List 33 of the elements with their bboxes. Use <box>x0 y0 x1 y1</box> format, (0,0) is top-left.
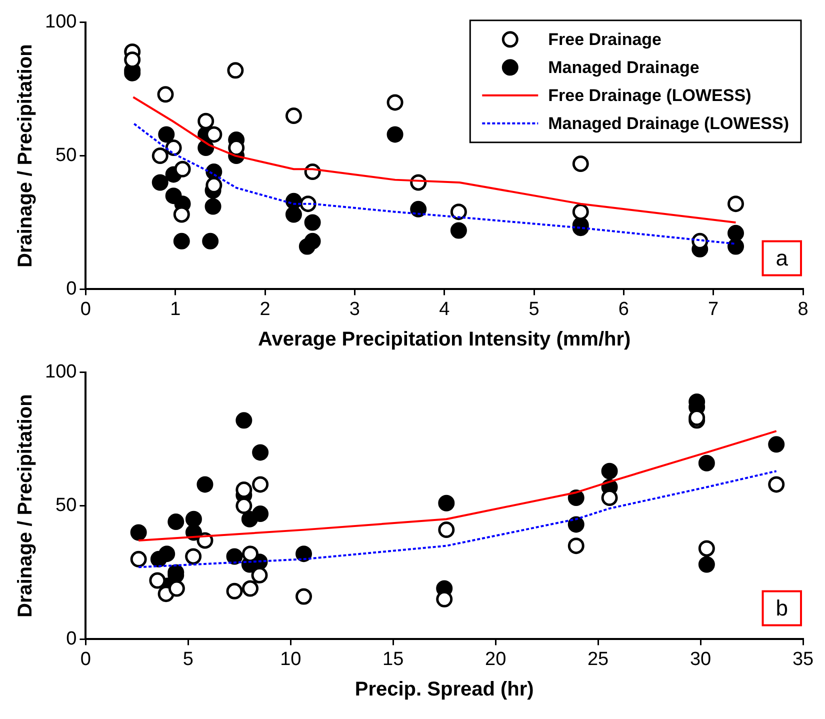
y-tick-label: 0 <box>66 278 77 300</box>
y-tick-label: 0 <box>66 628 77 650</box>
y-tick-label: 50 <box>56 145 77 166</box>
x-tick-label: 1 <box>170 298 181 320</box>
x-tick-label: 2 <box>260 298 270 320</box>
y-axis-title: Drainage / Precipitation <box>14 44 37 268</box>
y-axis-title: Drainage / Precipitation <box>14 394 37 618</box>
x-tick-label: 3 <box>349 298 360 320</box>
legend-label: Free Drainage (LOWESS) <box>548 86 752 106</box>
x-tick-label: 5 <box>182 648 194 670</box>
annotation: a <box>776 245 789 270</box>
legend-label: Free Drainage <box>548 30 662 50</box>
x-tick-label: 8 <box>798 298 808 320</box>
x-tick-label: 30 <box>690 648 712 670</box>
x-tick-label: 6 <box>618 298 629 320</box>
x-tick-label: 4 <box>439 298 450 320</box>
legend-label: Managed Drainage (LOWESS) <box>548 114 790 134</box>
x-axis-title: Precip. Spread (hr) <box>354 678 534 701</box>
x-axis-title: Average Precipitation Intensity (mm/hr) <box>258 328 631 351</box>
x-tick-label: 5 <box>528 298 540 320</box>
x-tick-label: 25 <box>587 648 609 670</box>
x-tick-label: 7 <box>708 298 719 320</box>
x-tick-label: 0 <box>80 648 91 670</box>
y-tick-label: 50 <box>56 495 77 516</box>
legend-label: Managed Drainage <box>548 58 700 78</box>
annotation: b <box>776 595 788 620</box>
x-tick-label: 35 <box>792 648 814 670</box>
x-tick-label: 20 <box>485 648 506 670</box>
x-tick-label: 0 <box>80 298 91 320</box>
x-tick-label: 10 <box>280 648 302 670</box>
y-tick-label: 100 <box>45 362 77 383</box>
y-tick-label: 100 <box>45 12 77 33</box>
x-tick-label: 15 <box>382 648 404 670</box>
